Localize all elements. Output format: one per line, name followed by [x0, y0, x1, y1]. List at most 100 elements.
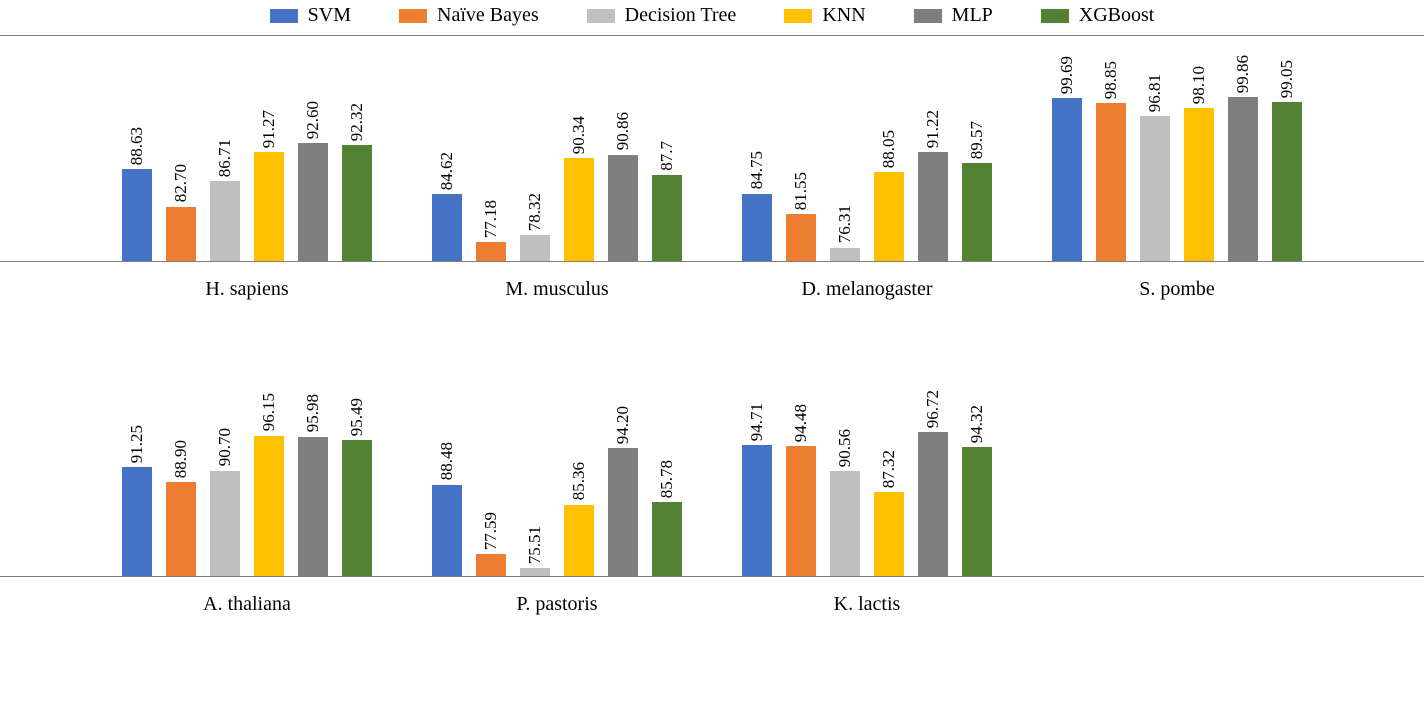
bar-value-label: 84.75: [747, 151, 767, 189]
legend-label: XGBoost: [1079, 4, 1155, 27]
bar-value-label: 95.49: [347, 398, 367, 436]
bar-value-label: 91.27: [259, 110, 279, 148]
bar: [520, 235, 550, 261]
bar-slot: 94.20: [608, 361, 638, 576]
bar-slot: 96.15: [254, 361, 284, 576]
bar-value-label: 81.55: [791, 172, 811, 210]
bar: [1052, 98, 1082, 261]
bar-slot: 95.49: [342, 361, 372, 576]
bar-value-label: 86.71: [215, 139, 235, 177]
bar-value-label: 96.72: [923, 390, 943, 428]
legend-swatch: [784, 9, 812, 23]
bar-value-label: 99.69: [1057, 56, 1077, 94]
bar-slot: 94.48: [786, 361, 816, 576]
bar-group: 91.25 88.90 90.70 96.15 95.98 95.49: [92, 361, 402, 576]
bar-slot: 90.34: [564, 46, 594, 261]
bar-value-label: 88.63: [127, 127, 147, 165]
bar-slot: 87.7: [652, 46, 682, 261]
legend-item: XGBoost: [1041, 4, 1155, 27]
legend-swatch: [270, 9, 298, 23]
bar-group: 88.4877.5975.5185.3694.2085.78: [402, 361, 712, 576]
bar-slot: 85.78: [652, 361, 682, 576]
legend-swatch: [1041, 9, 1069, 23]
bar-slot: 98.85: [1096, 46, 1126, 261]
bar-value-label: 94.48: [791, 404, 811, 442]
bar-value-label: 94.20: [613, 406, 633, 444]
bar: [1184, 108, 1214, 261]
bar-slot: 88.63: [122, 46, 152, 261]
bar-slot: 85.36: [564, 361, 594, 576]
bars: 94.7194.4890.5687.3296.7294.32: [712, 361, 1022, 576]
legend-label: KNN: [822, 4, 865, 27]
bar: [122, 467, 152, 576]
bar-value-label: 76.31: [835, 205, 855, 243]
bar-value-label: 89.57: [967, 121, 987, 159]
bars: 91.25 88.90 90.70 96.15 95.98 95.49: [92, 361, 402, 576]
bar-value-label: 98.10: [1189, 66, 1209, 104]
bar-slot: 88.05: [874, 46, 904, 261]
chart-row: 88.63 82.70 86.71 91.27 92.60 92.32 84.62 77.18…: [0, 46, 1424, 262]
bar-value-label: 99.05: [1277, 60, 1297, 98]
bar: [122, 169, 152, 261]
bar-slot: 99.69: [1052, 46, 1082, 261]
bar: [742, 194, 772, 261]
bar-value-label: 88.90: [171, 440, 191, 478]
bar: [166, 482, 196, 576]
bar: [1140, 116, 1170, 261]
bar: [652, 175, 682, 261]
bar-value-label: 90.34: [569, 116, 589, 154]
legend-item: KNN: [784, 4, 865, 27]
bars: 88.63 82.70 86.71 91.27 92.60 92.32: [92, 46, 402, 261]
bar-slot: 78.32: [520, 46, 550, 261]
category-labels-row: A. thalianaP. pastorisK. lactis: [0, 577, 1424, 626]
bar-slot: 91.22: [918, 46, 948, 261]
legend-swatch: [914, 9, 942, 23]
bar-group: 99.69 98.85 96.81 98.10 99.86 99.05: [1022, 46, 1332, 261]
bar: [1096, 103, 1126, 261]
bar-slot: 77.18: [476, 46, 506, 261]
bars: 84.6277.1878.3290.3490.8687.7: [402, 46, 712, 261]
bar-slot: 81.55: [786, 46, 816, 261]
bar-value-label: 88.48: [437, 442, 457, 480]
bar-slot: 87.32: [874, 361, 904, 576]
bar: [298, 437, 328, 576]
bar: [786, 446, 816, 576]
bar: [874, 492, 904, 576]
bar-value-label: 77.18: [481, 200, 501, 238]
bar-slot: 76.31: [830, 46, 860, 261]
bar-value-label: 84.62: [437, 152, 457, 190]
bar: [874, 172, 904, 261]
bar-group: 88.63 82.70 86.71 91.27 92.60 92.32: [92, 46, 402, 261]
bar-slot: 90.70: [210, 361, 240, 576]
bar-slot: 84.62: [432, 46, 462, 261]
legend-item: Naïve Bayes: [399, 4, 539, 27]
bar-value-label: 96.15: [259, 393, 279, 431]
bar-value-label: 92.60: [303, 101, 323, 139]
bar-value-label: 95.98: [303, 394, 323, 432]
legend-label: Naïve Bayes: [437, 4, 539, 27]
chart-container: SVMNaïve BayesDecision TreeKNNMLPXGBoost…: [0, 0, 1424, 626]
bar-slot: 82.70: [166, 46, 196, 261]
bar-value-label: 87.32: [879, 450, 899, 488]
bar: [652, 502, 682, 576]
legend-swatch: [399, 9, 427, 23]
bar-slot: 94.32: [962, 361, 992, 576]
bar-group: 84.75 81.55 76.31 88.05 91.22 89.57: [712, 46, 1022, 261]
category-label: S. pombe: [1022, 262, 1332, 311]
bar: [1228, 97, 1258, 261]
bar-slot: 91.27: [254, 46, 284, 261]
bar-slot: 96.72: [918, 361, 948, 576]
bar-value-label: 87.7: [657, 141, 677, 171]
bar-slot: 96.81: [1140, 46, 1170, 261]
bar-slot: 91.25: [122, 361, 152, 576]
bar-slot: 92.32: [342, 46, 372, 261]
bar-value-label: 91.25: [127, 425, 147, 463]
bar-slot: 88.48: [432, 361, 462, 576]
bar-slot: 92.60: [298, 46, 328, 261]
bar: [254, 436, 284, 576]
bar-value-label: 91.22: [923, 110, 943, 148]
bar-value-label: 99.86: [1233, 55, 1253, 93]
bar: [166, 207, 196, 261]
bar: [742, 445, 772, 576]
bar-group: 84.6277.1878.3290.3490.8687.7: [402, 46, 712, 261]
